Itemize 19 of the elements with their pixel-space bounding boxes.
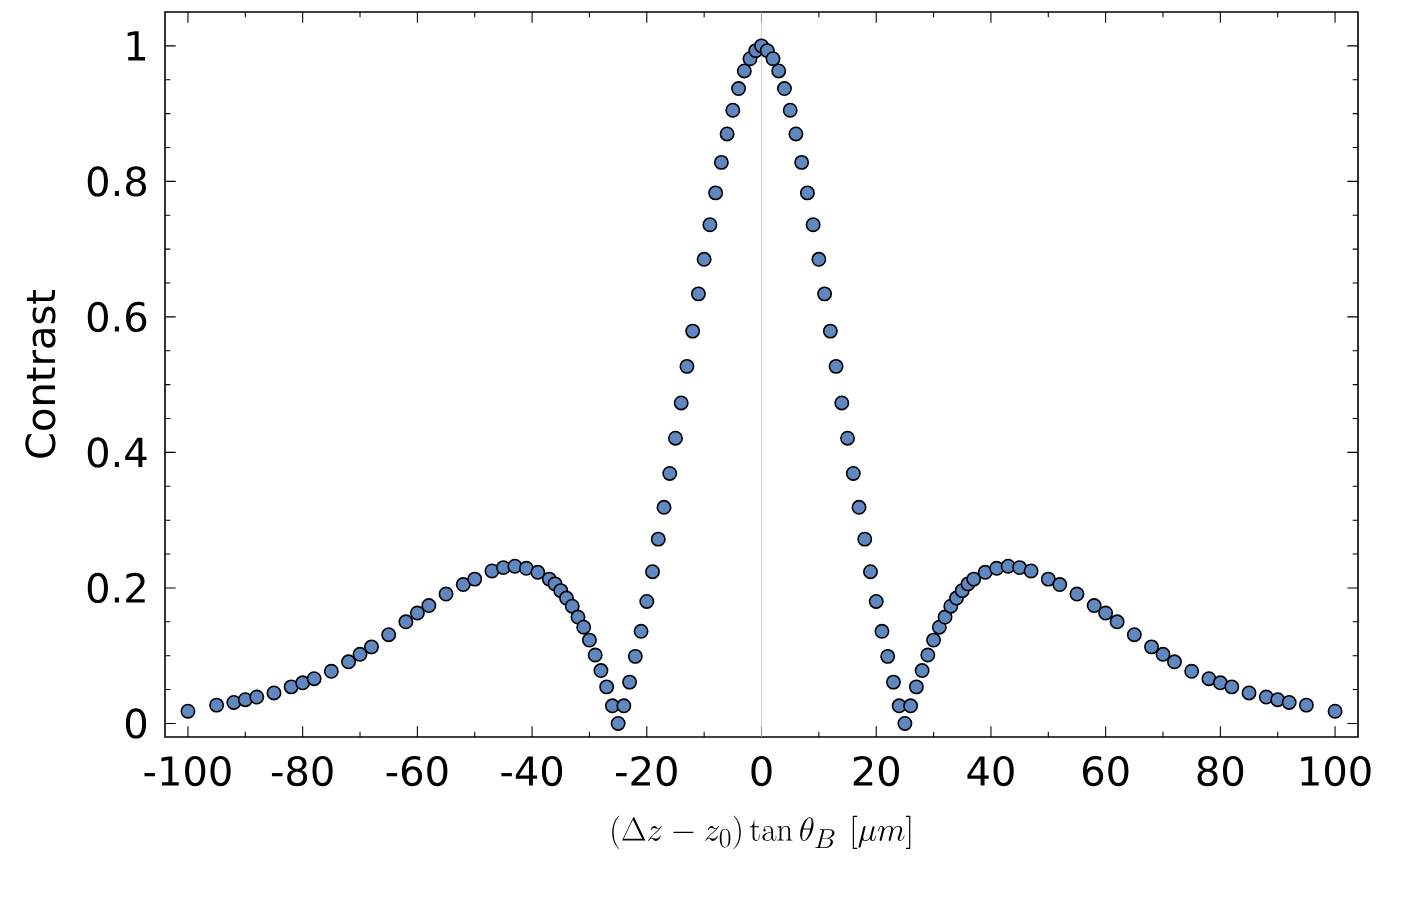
- x-tick-label: 60: [1082, 755, 1129, 787]
- x-tick-label: -40: [501, 755, 563, 787]
- x-tick-label: 40: [967, 755, 1014, 787]
- x-tick-label: -80: [271, 755, 333, 787]
- y-tick-label: 0: [125, 708, 147, 739]
- y-tick-label: 0.2: [87, 572, 145, 604]
- y-tick-label: 0.4: [87, 437, 147, 468]
- x-tick-label: 80: [1197, 755, 1244, 787]
- x-tick-label: 100: [1301, 755, 1371, 787]
- y-tick-label: 1: [127, 31, 146, 61]
- x-axis-title: $(\Delta z-z_0)\tan\theta_B\ [\mu m]$: [612, 815, 911, 849]
- x-tick-label: -20: [616, 755, 677, 787]
- y-axis-title: Contrast: [25, 289, 56, 458]
- y-tick-label: 0.8: [87, 166, 146, 197]
- x-tick-label: 20: [853, 755, 899, 787]
- y-tick-label: 0.6: [87, 301, 147, 333]
- x-tick-label: -100: [144, 755, 231, 787]
- x-tick-label: -60: [386, 755, 448, 787]
- x-tick-label: 0: [751, 755, 772, 787]
